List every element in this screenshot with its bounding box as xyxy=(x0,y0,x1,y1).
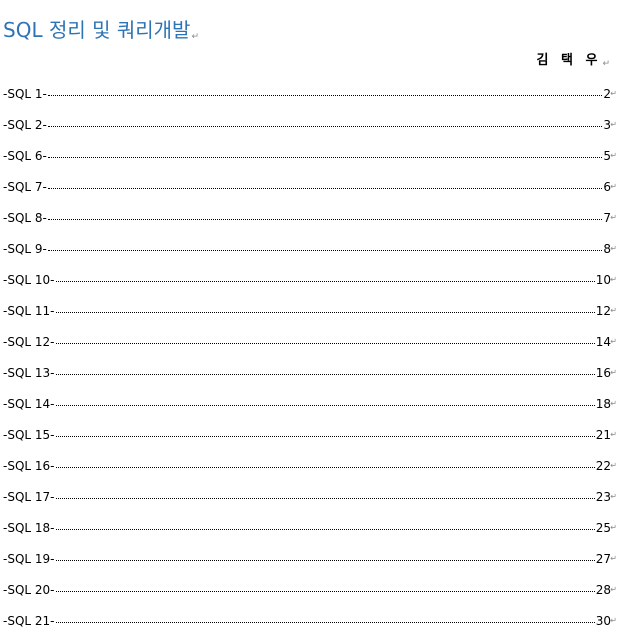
toc-entry-label[interactable]: -SQL 21- xyxy=(3,614,55,628)
table-of-contents: -SQL 1- 2 ↵ -SQL 2- 3 ↵ -SQL 6- 5 ↵ -SQL 7- 6 ↵ -SQL… xyxy=(3,86,617,644)
toc-leader-dots xyxy=(47,126,603,127)
toc-entry-label[interactable]: -SQL 16- xyxy=(3,459,55,473)
toc-leader-dots xyxy=(47,95,603,96)
toc-entry[interactable]: -SQL 2- 3 ↵ xyxy=(3,117,617,148)
toc-entry-label[interactable]: -SQL 10- xyxy=(3,273,55,287)
toc-entry-label[interactable]: -SQL 19- xyxy=(3,552,55,566)
toc-entry-page-number: 18 xyxy=(595,397,611,411)
document-author: 김 택 우↵ xyxy=(537,52,610,73)
toc-entry-label[interactable]: -SQL 7- xyxy=(3,180,47,194)
toc-entry[interactable]: -SQL 14- 18 ↵ xyxy=(3,396,617,427)
toc-entry-label[interactable]: -SQL 14- xyxy=(3,397,55,411)
toc-entry-page-number: 21 xyxy=(595,428,611,442)
toc-leader-dots xyxy=(55,560,595,561)
toc-entry-label[interactable]: -SQL 9- xyxy=(3,242,47,256)
toc-entry-page-number: 6 xyxy=(603,180,611,194)
paragraph-mark-icon: ↵ xyxy=(610,182,617,191)
toc-leader-dots xyxy=(55,374,595,375)
paragraph-mark-icon: ↵ xyxy=(610,492,617,501)
paragraph-mark-icon: ↵ xyxy=(610,461,617,470)
toc-entry-page-number: 5 xyxy=(603,149,611,163)
paragraph-mark-icon: ↵ xyxy=(610,244,617,253)
toc-entry-page-number: 8 xyxy=(603,242,611,256)
toc-entry[interactable]: -SQL 12- 14 ↵ xyxy=(3,334,617,365)
toc-leader-dots xyxy=(55,498,595,499)
toc-leader-dots xyxy=(47,250,603,251)
toc-entry[interactable]: -SQL 1- 2 ↵ xyxy=(3,86,617,117)
paragraph-mark-icon: ↵ xyxy=(610,151,617,160)
toc-leader-dots xyxy=(47,157,603,158)
toc-entry-label[interactable]: -SQL 11- xyxy=(3,304,55,318)
paragraph-mark-icon: ↵ xyxy=(610,523,617,532)
paragraph-mark-icon: ↵ xyxy=(610,585,617,594)
toc-entry-page-number: 23 xyxy=(595,490,611,504)
toc-leader-dots xyxy=(55,436,595,437)
toc-entry-label[interactable]: -SQL 13- xyxy=(3,366,55,380)
toc-entry-page-number: 22 xyxy=(595,459,611,473)
toc-entry-page-number: 14 xyxy=(595,335,611,349)
toc-entry[interactable]: -SQL 18- 25 ↵ xyxy=(3,520,617,551)
toc-leader-dots xyxy=(55,312,595,313)
toc-entry[interactable]: -SQL 10- 10 ↵ xyxy=(3,272,617,303)
toc-leader-dots xyxy=(55,467,595,468)
toc-entry-label[interactable]: -SQL 1- xyxy=(3,87,47,101)
paragraph-mark-icon: ↵ xyxy=(610,399,617,408)
toc-entry-label[interactable]: -SQL 15- xyxy=(3,428,55,442)
toc-leader-dots xyxy=(55,281,595,282)
document-author-text: 김 택 우 xyxy=(536,53,602,68)
toc-entry[interactable]: -SQL 15- 21 ↵ xyxy=(3,427,617,458)
document-title: SQL 정리 및 쿼리개발↵ xyxy=(3,18,199,49)
toc-entry-page-number: 2 xyxy=(603,87,611,101)
toc-entry-page-number: 27 xyxy=(595,552,611,566)
toc-entry-label[interactable]: -SQL 2- xyxy=(3,118,47,132)
toc-leader-dots xyxy=(55,405,595,406)
toc-entry[interactable]: -SQL 21- 30 ↵ xyxy=(3,613,617,644)
toc-entry-page-number: 30 xyxy=(595,614,611,628)
toc-leader-dots xyxy=(55,529,595,530)
toc-entry[interactable]: -SQL 8- 7 ↵ xyxy=(3,210,617,241)
toc-entry-label[interactable]: -SQL 12- xyxy=(3,335,55,349)
toc-entry[interactable]: -SQL 20- 28 ↵ xyxy=(3,582,617,613)
toc-entry[interactable]: -SQL 9- 8 ↵ xyxy=(3,241,617,272)
toc-entry[interactable]: -SQL 17- 23 ↵ xyxy=(3,489,617,520)
toc-entry[interactable]: -SQL 13- 16 ↵ xyxy=(3,365,617,396)
paragraph-mark-icon: ↵ xyxy=(610,616,617,625)
toc-entry-page-number: 7 xyxy=(603,211,611,225)
paragraph-mark-icon: ↵ xyxy=(610,430,617,439)
paragraph-mark-icon: ↵ xyxy=(610,213,617,222)
toc-entry-label[interactable]: -SQL 6- xyxy=(3,149,47,163)
paragraph-mark-icon: ↵ xyxy=(602,59,610,69)
toc-entry-page-number: 10 xyxy=(595,273,611,287)
toc-entry[interactable]: -SQL 7- 6 ↵ xyxy=(3,179,617,210)
toc-entry-page-number: 16 xyxy=(595,366,611,380)
paragraph-mark-icon: ↵ xyxy=(610,368,617,377)
toc-entry-page-number: 3 xyxy=(603,118,611,132)
toc-entry[interactable]: -SQL 16- 22 ↵ xyxy=(3,458,617,489)
toc-entry[interactable]: -SQL 19- 27 ↵ xyxy=(3,551,617,582)
toc-entry[interactable]: -SQL 6- 5 ↵ xyxy=(3,148,617,179)
paragraph-mark-icon: ↵ xyxy=(610,554,617,563)
toc-entry[interactable]: -SQL 11- 12 ↵ xyxy=(3,303,617,334)
toc-entry-page-number: 25 xyxy=(595,521,611,535)
document-title-text: SQL 정리 및 쿼리개발 xyxy=(3,18,191,42)
toc-leader-dots xyxy=(55,591,595,592)
toc-entry-page-number: 12 xyxy=(595,304,611,318)
toc-leader-dots xyxy=(47,188,603,189)
paragraph-mark-icon: ↵ xyxy=(610,275,617,284)
toc-leader-dots xyxy=(55,343,595,344)
paragraph-mark-icon: ↵ xyxy=(610,306,617,315)
paragraph-mark-icon: ↵ xyxy=(610,120,617,129)
toc-entry-label[interactable]: -SQL 18- xyxy=(3,521,55,535)
paragraph-mark-icon: ↵ xyxy=(610,337,617,346)
toc-leader-dots xyxy=(47,219,603,220)
toc-leader-dots xyxy=(55,622,595,623)
toc-entry-label[interactable]: -SQL 8- xyxy=(3,211,47,225)
toc-entry-page-number: 28 xyxy=(595,583,611,597)
toc-entry-label[interactable]: -SQL 17- xyxy=(3,490,55,504)
paragraph-mark-icon: ↵ xyxy=(191,32,199,42)
paragraph-mark-icon: ↵ xyxy=(610,89,617,98)
toc-entry-label[interactable]: -SQL 20- xyxy=(3,583,55,597)
